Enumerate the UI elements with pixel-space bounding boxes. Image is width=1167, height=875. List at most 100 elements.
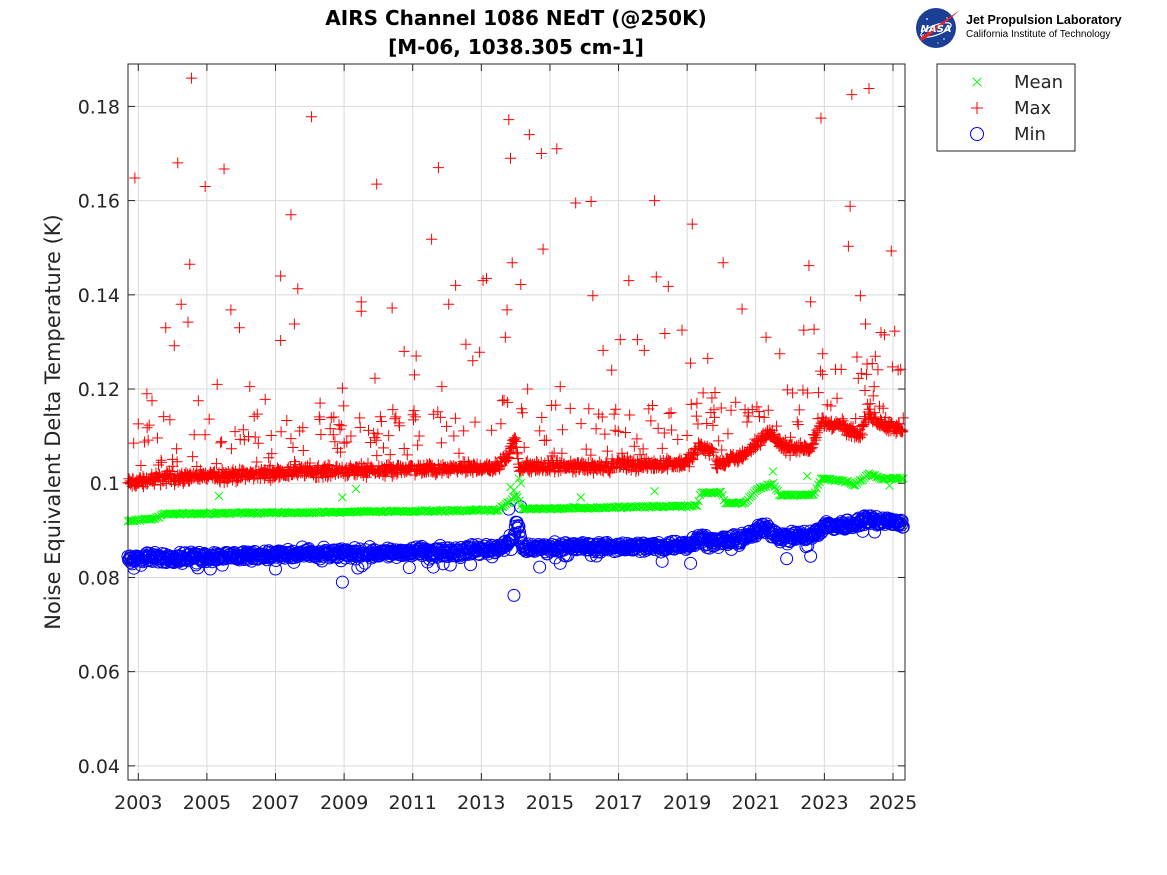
- max-point: [294, 425, 306, 437]
- mean-point: [147, 514, 157, 524]
- max-point: [631, 433, 643, 445]
- max-point: [297, 445, 309, 457]
- max-point: [503, 451, 515, 463]
- mean-point: [718, 491, 727, 500]
- max-point: [864, 398, 876, 410]
- max-point: [690, 448, 702, 460]
- chart-title: AIRS Channel 1086 NEdT (@250K) [M-06, 10…: [0, 4, 1032, 62]
- max-point: [386, 302, 398, 314]
- max-point: [377, 442, 389, 454]
- max-point: [537, 243, 549, 255]
- x-tick-label: 2013: [457, 792, 505, 814]
- max-point: [341, 436, 353, 448]
- max-point: [863, 82, 875, 94]
- max-point: [658, 427, 670, 439]
- max-point: [872, 364, 884, 376]
- max-point: [620, 426, 632, 438]
- max-point: [846, 89, 858, 101]
- max-point: [172, 157, 184, 169]
- max-point: [609, 424, 621, 436]
- max-point: [853, 430, 865, 442]
- max-point: [546, 450, 558, 462]
- max-point: [690, 410, 702, 422]
- max-point: [583, 403, 595, 415]
- max-point: [866, 357, 878, 369]
- mean-point: [821, 474, 830, 484]
- max-point: [360, 471, 372, 483]
- max-point: [631, 334, 643, 346]
- max-point: [345, 430, 357, 442]
- max-point: [798, 324, 810, 336]
- max-point: [585, 196, 597, 208]
- max-point: [448, 430, 460, 442]
- max-point: [229, 426, 241, 438]
- y-tick-label: 0.06: [78, 662, 120, 684]
- jpl-logo: NASA Jet Propulsion Laboratory Californi…: [914, 6, 1164, 50]
- max-point: [387, 404, 399, 416]
- max-point: [199, 180, 211, 192]
- max-point: [171, 443, 183, 455]
- x-tick-label: 2011: [389, 792, 437, 814]
- max-point: [895, 363, 907, 375]
- mean-point: [972, 77, 982, 87]
- min-point: [443, 558, 457, 572]
- max-point: [601, 445, 613, 457]
- max-point: [781, 384, 793, 396]
- max-point: [393, 417, 405, 429]
- max-point: [624, 409, 636, 421]
- max-point: [237, 424, 249, 436]
- legend-item-max: Max: [971, 98, 1052, 119]
- max-point: [856, 429, 868, 441]
- max-point: [338, 400, 350, 412]
- max-point: [394, 420, 406, 432]
- min-point: [684, 556, 698, 570]
- max-point: [375, 415, 387, 427]
- max-point: [736, 303, 748, 315]
- max-point: [275, 335, 287, 347]
- max-point: [811, 427, 823, 439]
- max-point: [587, 290, 599, 302]
- legend-item-mean: Mean: [972, 72, 1063, 93]
- max-point: [750, 441, 762, 453]
- mean-point: [885, 481, 894, 490]
- max-point: [580, 443, 592, 455]
- legend-label: Min: [1014, 124, 1046, 145]
- chart-title-line2: [M-06, 1038.305 cm-1]: [388, 35, 644, 59]
- max-point: [155, 454, 167, 466]
- max-point: [306, 111, 318, 123]
- max-point: [372, 428, 384, 440]
- max-point: [885, 245, 897, 257]
- max-point: [862, 406, 874, 418]
- max-point: [383, 430, 395, 442]
- x-tick-label: 2023: [800, 792, 848, 814]
- max-point: [304, 457, 316, 469]
- min-point: [464, 558, 478, 572]
- max-point: [327, 429, 339, 441]
- max-point: [868, 381, 880, 393]
- min-point: [553, 556, 567, 570]
- max-point: [869, 350, 881, 362]
- max-point: [659, 327, 671, 339]
- legend-box: [936, 63, 1076, 152]
- max-point: [815, 112, 827, 124]
- max-point: [686, 218, 698, 230]
- legend: Mean Max Min: [936, 63, 1076, 152]
- max-point: [503, 114, 515, 126]
- max-point: [518, 441, 530, 453]
- max-point: [767, 430, 779, 442]
- max-point: [450, 279, 462, 291]
- max-point: [809, 432, 821, 444]
- max-point: [432, 162, 444, 174]
- max-point: [687, 454, 699, 466]
- x-tick-label: 2005: [183, 792, 231, 814]
- max-point: [697, 387, 709, 399]
- max-point: [858, 419, 870, 431]
- mean-point: [564, 504, 573, 514]
- max-point: [760, 331, 772, 343]
- max-point: [508, 433, 520, 445]
- max-point: [730, 396, 742, 408]
- max-point: [855, 367, 867, 379]
- max-point: [495, 418, 507, 430]
- max-point: [413, 430, 425, 442]
- chart-title-line1: AIRS Channel 1086 NEdT (@250K): [325, 6, 707, 30]
